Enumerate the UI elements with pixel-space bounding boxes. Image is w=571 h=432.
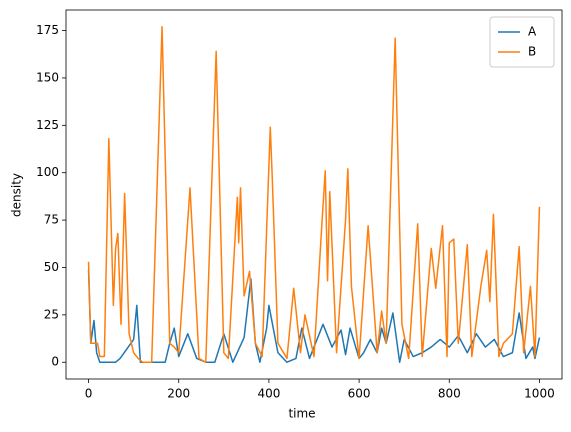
x-tick-label: 200 xyxy=(167,387,190,401)
y-tick-label: 0 xyxy=(51,355,59,369)
y-tick-label: 125 xyxy=(36,118,59,132)
x-tick-label: 0 xyxy=(85,387,93,401)
y-tick-label: 50 xyxy=(44,260,59,274)
y-axis-label: density xyxy=(10,173,24,217)
y-tick-label: 100 xyxy=(36,165,59,179)
y-tick-label: 25 xyxy=(44,307,59,321)
plot-frame xyxy=(65,9,563,380)
y-tick-label: 150 xyxy=(36,70,59,84)
x-tick-label: 1000 xyxy=(524,387,555,401)
y-tick-label: 175 xyxy=(36,23,59,37)
line-series xyxy=(87,26,541,363)
x-tick-label: 600 xyxy=(348,387,371,401)
x-axis-label: time xyxy=(288,407,315,421)
x-tick-label: 400 xyxy=(257,387,280,401)
x-tick-label: 800 xyxy=(438,387,461,401)
legend-box xyxy=(489,16,555,68)
legend-label: A xyxy=(528,25,537,39)
y-tick-label: 75 xyxy=(44,213,59,227)
legend-label: B xyxy=(528,45,536,59)
